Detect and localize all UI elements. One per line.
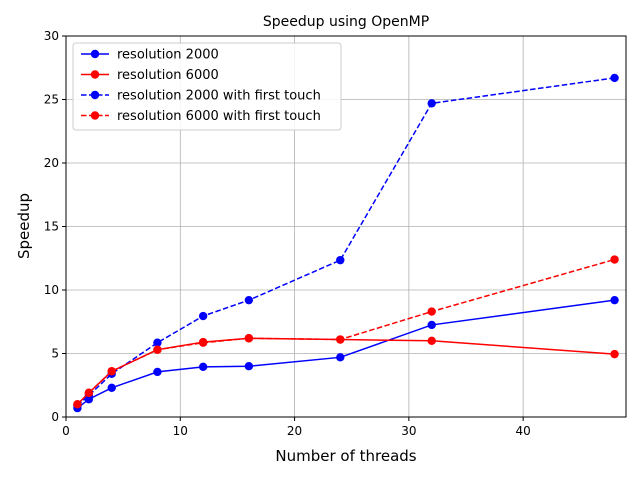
legend-label: resolution 2000 xyxy=(117,48,219,63)
y-axis-label: Speedup xyxy=(15,193,33,259)
data-point xyxy=(610,349,619,359)
x-tick-label: 30 xyxy=(401,424,416,438)
data-point xyxy=(427,99,436,108)
data-point xyxy=(427,336,436,345)
legend-entry: resolution 2000 with first touch xyxy=(81,89,321,104)
series-4 xyxy=(73,255,619,409)
y-tick-label: 25 xyxy=(44,93,59,107)
x-tick-label: 40 xyxy=(516,424,531,438)
x-axis-label: Number of threads xyxy=(275,447,416,465)
chart-title: Speedup using OpenMP xyxy=(263,14,429,30)
data-point xyxy=(244,362,254,371)
data-point xyxy=(610,73,619,83)
legend-box xyxy=(72,42,342,131)
legend-entry: resolution 2000 xyxy=(81,48,219,63)
y-tick-label: 5 xyxy=(51,347,59,361)
y-tick-label: 15 xyxy=(44,220,59,234)
data-point xyxy=(244,295,254,305)
data-point xyxy=(153,345,162,354)
data-point xyxy=(198,362,208,372)
data-point xyxy=(610,295,619,305)
data-point xyxy=(610,255,619,264)
data-point xyxy=(198,311,208,321)
data-point xyxy=(198,338,208,347)
data-point xyxy=(84,388,94,398)
data-point xyxy=(73,400,82,409)
legend: resolution 2000 resolution 6000 resolution… xyxy=(72,42,342,131)
data-point xyxy=(427,307,436,316)
data-point xyxy=(427,320,436,330)
y-tick-label: 10 xyxy=(44,283,59,297)
data-point xyxy=(153,367,162,377)
data-point xyxy=(107,367,116,376)
x-tick-label: 0 xyxy=(62,424,70,438)
legend-marker xyxy=(90,70,100,79)
data-point xyxy=(244,334,254,343)
x-tick-label: 20 xyxy=(287,424,302,438)
legend-entry: resolution 6000 xyxy=(81,68,219,83)
plot-series xyxy=(73,73,619,413)
data-point xyxy=(153,338,162,347)
x-tick-label: 10 xyxy=(173,424,188,438)
data-point xyxy=(107,383,116,392)
legend-marker xyxy=(90,49,100,59)
legend-label: resolution 6000 xyxy=(117,68,219,83)
data-point xyxy=(336,255,345,265)
y-tick-label: 30 xyxy=(44,29,59,43)
series-1 xyxy=(73,295,619,413)
data-point xyxy=(336,335,345,344)
data-point xyxy=(336,353,345,362)
y-tick-label: 20 xyxy=(44,156,59,170)
axis-ticks: 0 10 20 30 40 0 5 10 15 20 25 30 xyxy=(44,29,531,438)
legend-marker xyxy=(90,90,100,100)
legend-entry: resolution 6000 with first touch xyxy=(81,109,321,124)
legend-label: resolution 2000 with first touch xyxy=(117,89,321,104)
legend-marker xyxy=(90,111,100,120)
y-tick-label: 0 xyxy=(51,410,59,424)
legend-label: resolution 6000 with first touch xyxy=(117,109,321,124)
